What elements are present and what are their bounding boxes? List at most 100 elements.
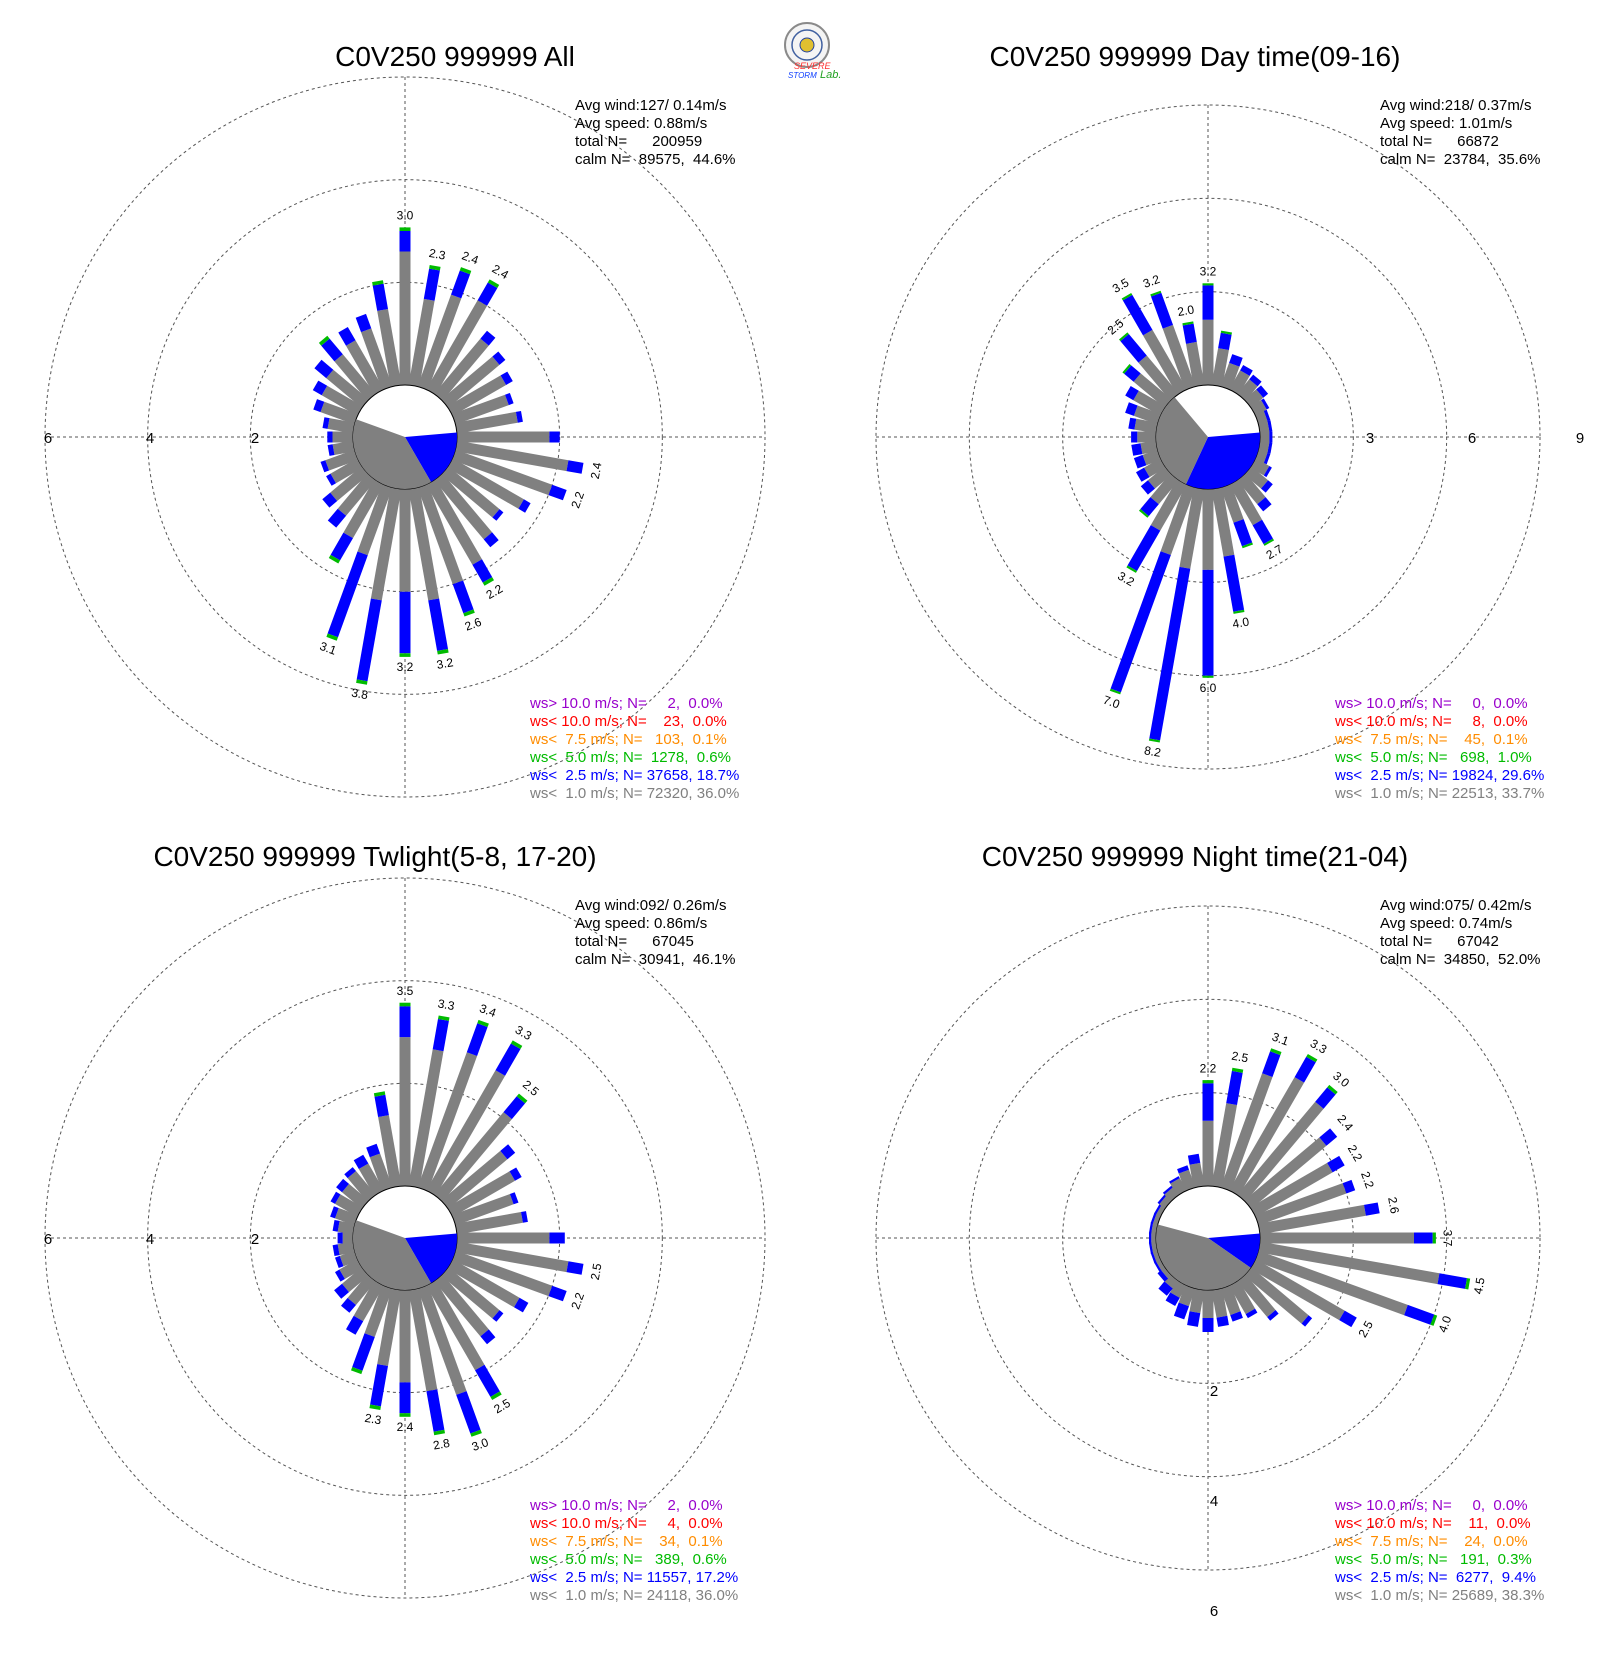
bar-segment-lt1: [1250, 1162, 1333, 1217]
bar-segment-lt5: [482, 577, 494, 586]
legend-entry: ws< 1.0 m/s; N= 24118, 36.0%: [529, 1587, 738, 1604]
bar-segment-lt5: [399, 227, 411, 231]
bar-segment-lt1: [408, 487, 440, 601]
bar-segment-lt1: [1260, 431, 1270, 443]
bar-segment-lt2-5: [1342, 1179, 1356, 1194]
bar-segment-lt5: [1202, 675, 1214, 678]
bar-value-label: 3.3: [1308, 1036, 1330, 1057]
bar-segment-lt2-5: [1149, 566, 1191, 741]
bar-segment-lt1: [1133, 373, 1172, 408]
bar-value-label: 2.4: [397, 1420, 414, 1434]
calm-sector: [352, 419, 431, 489]
bar-segment-lt1: [434, 1274, 489, 1337]
bar-segment-lt2-5: [1202, 285, 1214, 320]
bar-segment-lt1: [1220, 1285, 1241, 1316]
bar-segment-lt2-5: [312, 380, 328, 396]
bar-segment-lt2-5: [1414, 1232, 1433, 1244]
bar-value-label: 2.5: [520, 1077, 542, 1099]
bar-value-label: 2.2: [484, 581, 506, 602]
ring-label: 4: [146, 1231, 154, 1248]
bar-segment-lt1: [1137, 431, 1156, 443]
bar-segment-lt1: [342, 1183, 369, 1209]
bar-segment-lt2-5: [1263, 466, 1272, 478]
legend-entry: ws< 7.5 m/s; N= 24, 0.0%: [1334, 1533, 1528, 1550]
bar-value-label: 2.2: [1358, 1170, 1377, 1191]
bar-value-label: 3.7: [1441, 1230, 1455, 1247]
bar-segment-lt1: [1150, 479, 1187, 531]
bar-segment-lt1: [447, 1259, 520, 1308]
bar-segment-lt1: [1143, 329, 1187, 395]
bar-segment-lt2-5: [366, 1143, 381, 1158]
bar-segment-lt2-5: [326, 473, 336, 486]
bar-segment-lt2-5: [336, 1178, 349, 1193]
bar-segment-lt1: [332, 440, 355, 455]
bar-segment-lt2-5: [509, 1192, 519, 1205]
bar-segment-lt1: [457, 431, 550, 443]
bar-segment-lt1: [1186, 341, 1205, 387]
bar-segment-lt2-5: [374, 1094, 389, 1117]
bar-value-label: 2.5: [588, 1262, 605, 1281]
bar-segment-lt2-5: [1140, 497, 1159, 517]
range-ring-3: [875, 104, 1541, 770]
bar-segment-lt2-5: [1125, 386, 1139, 401]
bar-segment-lt1: [1258, 420, 1270, 434]
legend-entry: ws< 5.0 m/s; N= 1278, 0.6%: [529, 749, 731, 766]
bar-segment-lt2-5: [322, 417, 330, 429]
bar-segment-lt1: [1211, 1288, 1228, 1318]
bar-segment-lt1: [1140, 440, 1158, 455]
legend-entry: ws> 10.0 m/s; N= 0, 0.0%: [1334, 1497, 1528, 1514]
bar-segment-lt2-5: [1202, 1318, 1214, 1332]
bar-segment-lt1: [325, 449, 358, 471]
bar-value-label: 3.1: [318, 639, 339, 658]
bar-segment-lt5: [438, 1015, 450, 1021]
bar-segment-lt1: [1237, 473, 1266, 505]
bar-segment-lt1: [369, 1153, 393, 1191]
bar-segment-lt2-5: [1267, 420, 1273, 432]
legend-entry: ws< 2.5 m/s; N= 11557, 17.2%: [529, 1569, 738, 1586]
wind-rose-panel-2: 3 6 93.22.74.06.08.27.03.22.53.5 3.22.0C0V2…: [875, 41, 1584, 802]
legend-entry: ws< 5.0 m/s; N= 698, 1.0%: [1334, 749, 1532, 766]
bar-value-label: 2.5: [1231, 1049, 1250, 1066]
bar-value-label: 3.2: [1141, 272, 1162, 291]
stat-line: total N= 67042: [1380, 933, 1499, 950]
bar-segment-lt1: [1258, 1204, 1366, 1235]
bar-segment-lt2-5: [1148, 1222, 1154, 1234]
bar-segment-lt1: [452, 1250, 553, 1297]
bar-segment-lt2-5: [456, 1391, 481, 1434]
ring-label: 6: [1210, 1603, 1218, 1620]
bar-segment-lt2-5: [1162, 1185, 1173, 1195]
bar-segment-lt1: [1202, 319, 1214, 385]
wind-rose-panel-1: 6 4 23.02.3 2.42.42.42.22.22.63.23.23.83.1C…: [44, 41, 766, 802]
bar-segment-lt1: [408, 1049, 444, 1188]
bar-segment-lt2-5: [332, 1244, 340, 1256]
bar-segment-lt1: [332, 431, 353, 443]
legend-entry: ws< 5.0 m/s; N= 389, 0.6%: [529, 1551, 727, 1568]
bar-segment-lt5: [1220, 330, 1232, 335]
bar-segment-lt5: [1241, 542, 1253, 549]
bar-segment-lt1: [335, 1208, 358, 1226]
bar-segment-lt2-5: [335, 1255, 344, 1268]
bar-segment-lt5: [490, 1391, 502, 1400]
bar-value-label: 2.2: [568, 1290, 587, 1311]
bar-segment-lt2-5: [1124, 365, 1141, 382]
bar-segment-lt1: [1250, 458, 1270, 476]
bar-segment-lt1: [358, 1163, 384, 1196]
bar-segment-lt1: [337, 1220, 355, 1235]
bar-segment-lt2-5: [1133, 454, 1147, 469]
bar-segment-lt1: [1237, 379, 1258, 401]
bar-segment-lt1: [1244, 1137, 1327, 1209]
bar-segment-lt1: [320, 401, 358, 425]
bar-segment-lt2-5: [472, 559, 493, 583]
bar-segment-lt2-5: [1122, 294, 1153, 336]
bar-segment-lt2-5: [500, 371, 513, 385]
bar-segment-lt1: [426, 300, 488, 395]
bar-segment-lt1: [1133, 390, 1166, 416]
bar-segment-lt2-5: [1151, 292, 1173, 329]
bar-segment-lt2-5: [322, 492, 338, 508]
bar-segment-lt2-5: [1256, 385, 1269, 398]
bar-value-label: 6.0: [1200, 681, 1217, 695]
calm-sector: [1208, 1233, 1260, 1268]
bar-segment-lt2-5: [352, 1333, 375, 1371]
stat-line: Avg speed: 1.01m/s: [1380, 115, 1512, 132]
bar-segment-lt2-5: [1261, 398, 1270, 410]
